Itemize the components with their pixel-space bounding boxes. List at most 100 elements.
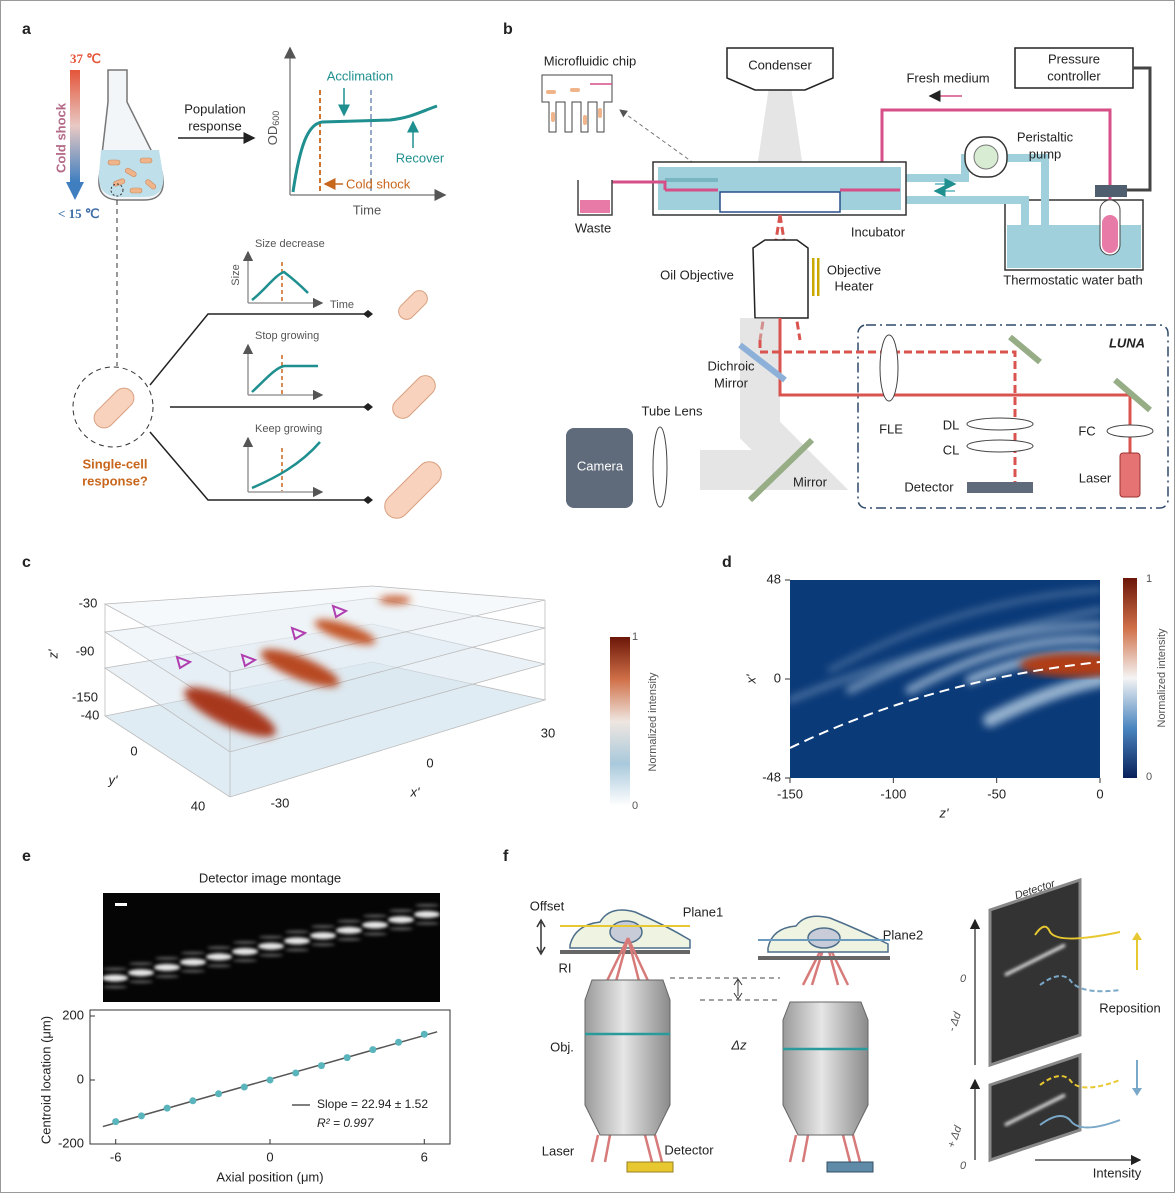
streak — [207, 964, 231, 967]
streak — [129, 962, 153, 965]
panel-b-rect — [720, 192, 840, 212]
panel-b-rect — [1120, 453, 1140, 497]
zero-label: 0 — [960, 973, 967, 985]
x-tick-label: -100 — [880, 786, 906, 801]
panel-b-ellipse — [653, 427, 667, 507]
x-axis-label: z' — [939, 805, 950, 820]
camera-label: Camera — [577, 458, 624, 473]
streak — [102, 975, 128, 982]
cold-shock-annotation: Cold shock — [346, 176, 411, 191]
single-cell-label: response? — [82, 473, 148, 488]
panel-f-path — [783, 1002, 868, 1135]
panel-c-rect — [610, 637, 630, 806]
temp-low: < 15 ℃ — [58, 206, 100, 221]
panel-b-g-rect — [598, 108, 602, 118]
chip-label: Microfluidic chip — [544, 53, 636, 68]
data-point — [112, 1118, 119, 1125]
y-axis-label: y' — [108, 772, 119, 787]
panel-f-path — [990, 880, 1080, 1065]
streak — [389, 909, 413, 912]
data-point — [241, 1084, 248, 1091]
data-point — [292, 1069, 299, 1076]
streak — [103, 986, 127, 989]
data-point — [369, 1046, 376, 1053]
panel-b-ellipse — [967, 440, 1033, 452]
laser-label: Laser — [1079, 470, 1112, 485]
data-point — [164, 1105, 171, 1112]
panel-c-g-ellipse — [379, 596, 411, 604]
data-point — [138, 1112, 145, 1119]
x-tick-label: 0 — [266, 1149, 273, 1164]
panel-a-rect — [70, 70, 80, 182]
streak — [155, 975, 179, 978]
streak — [362, 922, 388, 929]
panel-a-g-rect — [108, 160, 120, 165]
panel-label: b — [503, 21, 513, 38]
streak — [310, 932, 336, 939]
inset-y-label: Size — [230, 264, 242, 285]
panel-a-g-rect — [140, 158, 152, 163]
z-tick-label: -30 — [79, 595, 98, 610]
x-tick-label: 0 — [426, 755, 433, 770]
tube-lens-label: Tube Lens — [642, 403, 703, 418]
laser-label: Laser — [542, 1143, 575, 1158]
data-point — [344, 1054, 351, 1061]
streak — [363, 933, 387, 936]
y-tick-label: -48 — [762, 769, 781, 784]
obj-label: Obj. — [550, 1039, 574, 1054]
pump-label: pump — [1029, 146, 1062, 161]
inset-title: Stop growing — [255, 330, 319, 342]
fle-label: FLE — [879, 421, 903, 436]
x-axis-label: Axial position (μm) — [216, 1169, 323, 1184]
colorbar-tick-label: 0 — [1146, 771, 1152, 783]
data-point — [189, 1097, 196, 1104]
detector-label: Detector — [664, 1142, 714, 1157]
streak — [414, 911, 440, 918]
x-tick-label: -30 — [271, 795, 290, 810]
streak — [232, 948, 258, 955]
legend-text: R² = 0.997 — [317, 1116, 375, 1130]
luna-label: LUNA — [1109, 335, 1145, 350]
recover-label: Recover — [396, 150, 445, 165]
fc-label: FC — [1078, 423, 1095, 438]
panel-b-circle — [974, 145, 998, 169]
streak — [259, 936, 283, 939]
y-tick-label: -40 — [81, 707, 100, 722]
panel-f-ellipse — [808, 928, 840, 948]
panel-f-rect — [827, 1162, 873, 1172]
water-bath-label: Thermostatic water bath — [1003, 272, 1142, 287]
streak — [311, 925, 335, 928]
colorbar-tick-label: 1 — [632, 631, 638, 643]
x-tick-label: 0 — [1096, 786, 1103, 801]
streak — [337, 938, 361, 941]
dichroic-label: Mirror — [714, 375, 749, 390]
inset-x-label: Time — [330, 299, 354, 311]
panel-b-ellipse — [967, 418, 1033, 430]
colorbar-label: Normalized intensity — [647, 672, 659, 772]
dl-label: DL — [943, 417, 960, 432]
plane2-label: Plane2 — [883, 927, 923, 942]
cl-label: CL — [943, 442, 960, 457]
panel-b-g-rect — [546, 90, 556, 94]
x-tick-label: -150 — [777, 786, 803, 801]
inset-title: Keep growing — [255, 423, 322, 435]
streak — [180, 959, 206, 966]
intensity-label: Intensity — [1093, 1165, 1142, 1180]
streak — [128, 969, 154, 976]
streak — [415, 922, 439, 925]
x-tick-label: 6 — [421, 1149, 428, 1164]
y-tick-label: 48 — [767, 571, 781, 586]
streak — [336, 927, 362, 934]
objective-heater-label: Objective — [827, 262, 881, 277]
streak — [181, 970, 205, 973]
z-tick-label: -150 — [72, 689, 98, 704]
panel-b-rect — [1102, 215, 1118, 253]
population-response: Population — [184, 101, 245, 116]
data-point — [215, 1090, 222, 1097]
y-tick-label: 40 — [191, 798, 205, 813]
y-axis-label-tspan: 600 — [271, 111, 281, 126]
fresh-medium: Fresh medium — [906, 70, 989, 85]
streak — [155, 957, 179, 960]
heatmap-rect — [790, 580, 1100, 778]
incubator-label: Incubator — [851, 224, 906, 239]
